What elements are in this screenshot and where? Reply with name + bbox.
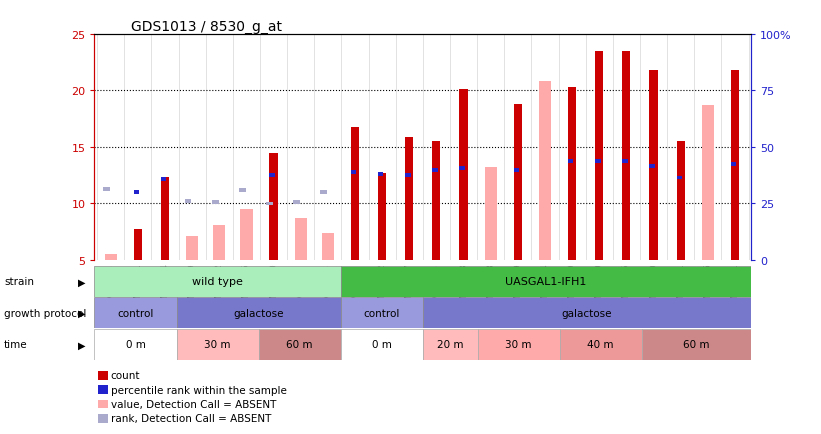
Text: galactose: galactose (562, 308, 612, 318)
Text: ▶: ▶ (78, 277, 86, 286)
Bar (649, 165, 655, 169)
Bar (94, 297, 177, 329)
Bar (731, 163, 736, 167)
Bar (568, 88, 576, 260)
Bar (677, 176, 682, 180)
Text: percentile rank within the sample: percentile rank within the sample (111, 385, 287, 395)
Bar (406, 174, 410, 178)
Bar (161, 178, 169, 260)
Bar (677, 142, 685, 260)
Bar (161, 177, 167, 181)
Text: value, Detection Call = ABSENT: value, Detection Call = ABSENT (111, 399, 276, 409)
Bar (595, 52, 603, 260)
Bar (351, 127, 359, 260)
Bar (423, 329, 478, 360)
Bar (539, 82, 551, 260)
Text: control: control (364, 308, 400, 318)
Bar (293, 201, 300, 205)
Text: strain: strain (4, 277, 34, 286)
Bar (177, 329, 259, 360)
Bar (341, 266, 751, 297)
Bar (320, 191, 327, 195)
Bar (94, 329, 177, 360)
Text: 40 m: 40 m (588, 340, 614, 349)
Bar (731, 71, 739, 260)
Bar (595, 159, 601, 163)
Text: 30 m: 30 m (204, 340, 231, 349)
Bar (560, 329, 642, 360)
Bar (351, 171, 356, 174)
Text: 0 m: 0 m (126, 340, 145, 349)
Text: galactose: galactose (233, 308, 284, 318)
Bar (649, 71, 658, 260)
Bar (239, 188, 245, 192)
Bar (94, 266, 341, 297)
Text: control: control (117, 308, 154, 318)
Text: 30 m: 30 m (506, 340, 532, 349)
Bar (378, 174, 386, 260)
Text: 20 m: 20 m (437, 340, 463, 349)
Bar (213, 225, 226, 260)
Bar (212, 201, 218, 205)
Bar (266, 202, 273, 206)
Bar (104, 255, 117, 260)
Bar (241, 210, 253, 260)
Bar (378, 173, 383, 177)
Text: growth protocol: growth protocol (4, 308, 86, 318)
Bar (702, 106, 714, 260)
Bar (460, 90, 468, 260)
Text: wild type: wild type (192, 277, 243, 286)
Bar (186, 237, 198, 260)
Bar (134, 191, 140, 195)
Bar (322, 233, 334, 260)
Bar (484, 168, 497, 260)
Bar (269, 174, 275, 178)
Text: GDS1013 / 8530_g_at: GDS1013 / 8530_g_at (131, 20, 282, 33)
Text: ▶: ▶ (78, 340, 86, 349)
Bar (568, 159, 573, 163)
Bar (642, 329, 751, 360)
Bar (514, 105, 522, 260)
Bar (341, 297, 423, 329)
Bar (295, 219, 307, 260)
Bar (259, 329, 341, 360)
Bar (185, 200, 191, 204)
Text: 60 m: 60 m (683, 340, 709, 349)
Text: 60 m: 60 m (287, 340, 313, 349)
Bar (514, 168, 519, 172)
Text: UASGAL1-IFH1: UASGAL1-IFH1 (505, 277, 587, 286)
Bar (423, 297, 751, 329)
Text: ▶: ▶ (78, 308, 86, 318)
Bar (103, 187, 110, 191)
Bar (341, 329, 423, 360)
Bar (134, 230, 142, 260)
Bar (177, 297, 341, 329)
Bar (433, 168, 438, 172)
Text: count: count (111, 371, 140, 380)
Bar (478, 329, 560, 360)
Text: time: time (4, 340, 28, 349)
Bar (622, 159, 628, 163)
Text: 0 m: 0 m (372, 340, 392, 349)
Text: rank, Detection Call = ABSENT: rank, Detection Call = ABSENT (111, 414, 271, 423)
Bar (406, 138, 413, 260)
Bar (622, 52, 631, 260)
Bar (269, 153, 277, 260)
Bar (433, 142, 440, 260)
Bar (460, 167, 465, 171)
